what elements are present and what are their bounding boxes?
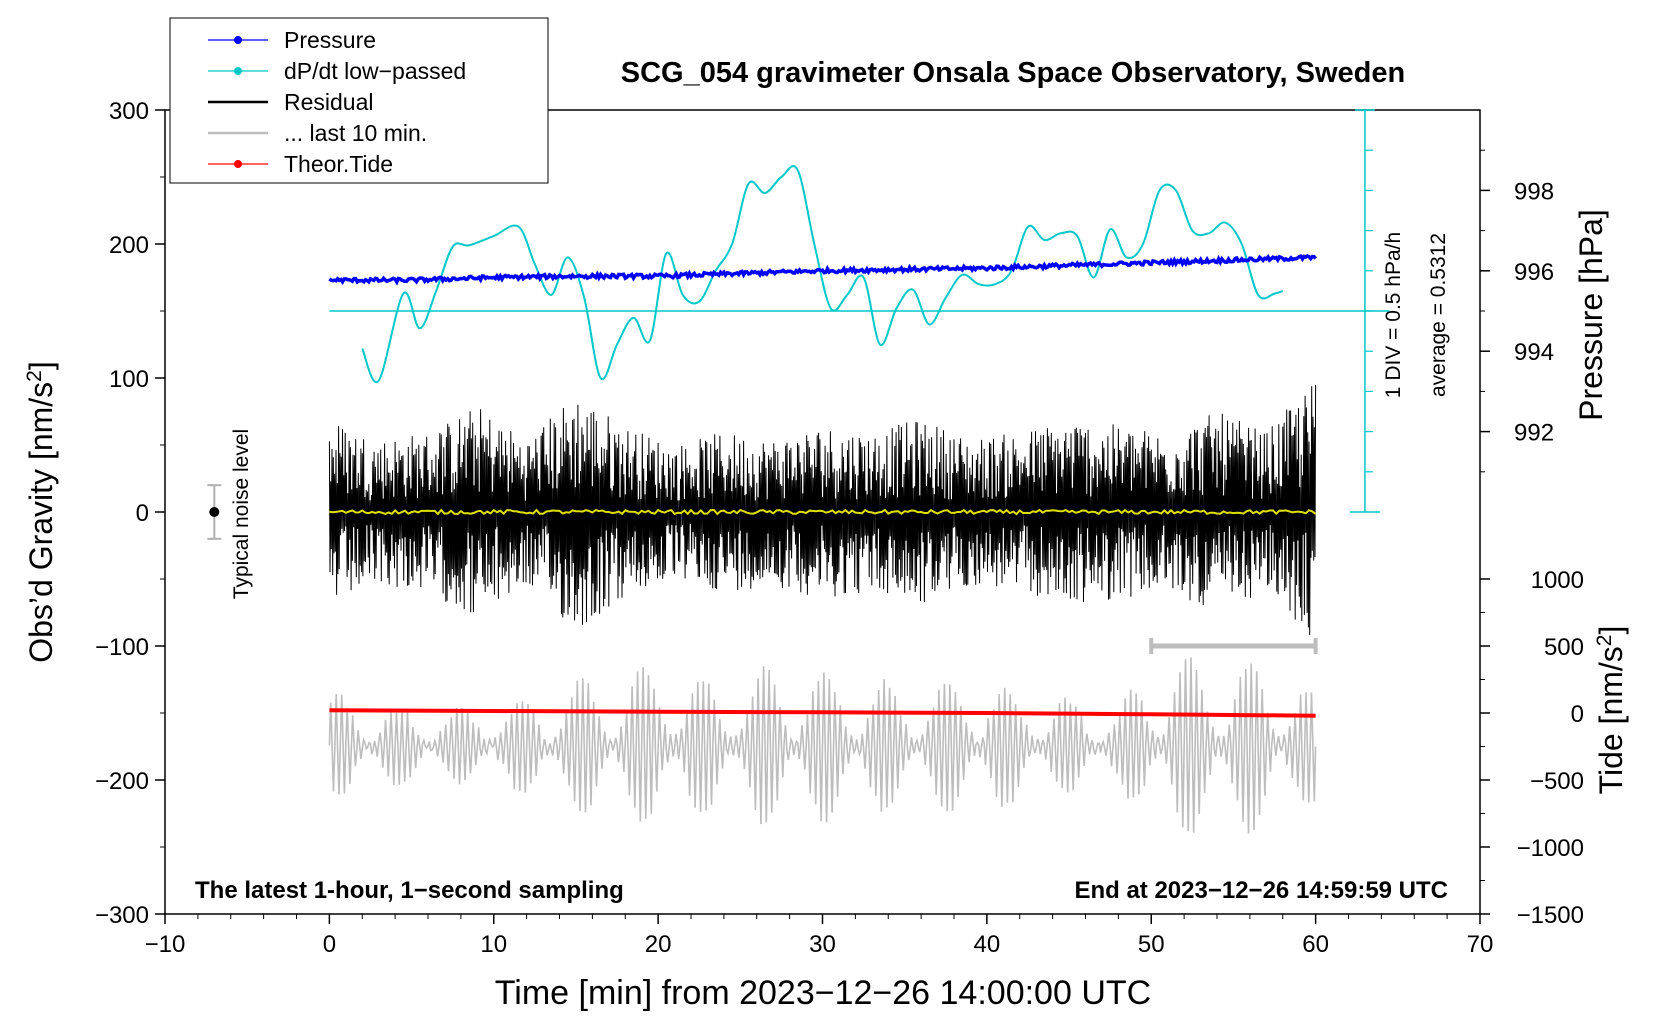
y-left-tick-label: −300 (95, 902, 149, 929)
y-axis-tide-title: Tide [nm/s2] (1593, 626, 1630, 795)
y-axis-left-title-sup: 2 (23, 370, 46, 382)
pressure-tick-label: 996 (1514, 259, 1554, 286)
legend-swatch-dot (234, 67, 242, 75)
y-left-tick-label: 300 (109, 98, 149, 125)
pressure-tick-label: 998 (1514, 178, 1554, 205)
noise-level-label: Typical noise level (230, 429, 253, 599)
dpdt-scale-average-label: average = 0.5312 (1427, 233, 1450, 397)
dpdt-scale-div-label: 1 DIV = 0.5 hPa/h (1382, 232, 1405, 398)
y-left-tick-label: 0 (136, 500, 149, 527)
y-axis-tide-title-tail: ] (1593, 626, 1629, 635)
y-axis-left-title-main: Obs’d Gravity [nm/s (23, 382, 59, 663)
x-tick-label: 60 (1302, 931, 1329, 958)
legend-box (169, 17, 549, 184)
legend-items: Pressure dP/dt low−passed Residual ... last… (208, 27, 466, 177)
x-tick-label: −10 (145, 931, 186, 958)
y-left-tick-label: 100 (109, 366, 149, 393)
legend: Pressure dP/dt low−passed Residual ... last… (169, 17, 549, 184)
series-layer (328, 165, 1317, 834)
x-axis-title: Time [min] from 2023−12−26 14:00:00 UTC (495, 974, 1151, 1012)
annotations-layer (207, 109, 1390, 654)
y-left-tick-label: −200 (95, 768, 149, 795)
y-left-tick-label: −100 (95, 634, 149, 661)
series-dpdt (361, 165, 1284, 384)
x-tick-label: 10 (480, 931, 507, 958)
series-pressure (328, 253, 1317, 286)
tide-tick-label: 500 (1544, 634, 1584, 661)
legend-swatch-dot (234, 160, 242, 168)
legend-label: Theor.Tide (284, 151, 393, 177)
series-last-10-min (328, 657, 1317, 834)
pressure-tick-label: 992 (1514, 420, 1554, 447)
x-tick-label: 50 (1138, 931, 1165, 958)
legend-label: dP/dt low−passed (284, 58, 466, 84)
y-axis-left-title: Obs’d Gravity [nm/s2] (23, 361, 60, 663)
series-residual-smoothed (329, 508, 1317, 516)
series-theor-tide (329, 708, 1316, 718)
legend-swatch-dot (234, 36, 242, 44)
noise-level-dot (209, 507, 220, 517)
y-axis-pressure-title: Pressure [hPa] (1573, 209, 1609, 421)
legend-label: Residual (284, 89, 374, 115)
footer-left-text: The latest 1-hour, 1−second sampling (195, 877, 624, 904)
x-tick-label: 0 (323, 931, 336, 958)
y-axis-tide-title-sup: 2 (1593, 635, 1616, 647)
y-left-tick-label: 200 (109, 232, 149, 259)
x-tick-label: 70 (1467, 931, 1494, 958)
tide-tick-label: −1000 (1517, 835, 1584, 862)
footer-right-text: End at 2023−12−26 14:59:59 UTC (1074, 877, 1448, 904)
axis-ticks-layer: −10 0 10 20 30 40 50 60 703002001000−100−200−300… (95, 98, 1584, 958)
tide-tick-label: −500 (1530, 768, 1584, 795)
x-tick-label: 30 (809, 931, 836, 958)
series-residual (328, 384, 1317, 635)
chart-title: SCG_054 gravimeter Onsala Space Observat… (621, 57, 1405, 89)
legend-label: Pressure (284, 27, 376, 53)
tide-tick-label: 1000 (1531, 567, 1584, 594)
tide-tick-label: −1500 (1517, 902, 1584, 929)
x-tick-label: 20 (645, 931, 672, 958)
tide-tick-label: 0 (1571, 701, 1584, 728)
legend-label: ... last 10 min. (284, 120, 427, 146)
y-axis-left-title-tail: ] (23, 361, 59, 370)
y-axis-tide-title-main: Tide [nm/s (1593, 646, 1629, 794)
x-tick-label: 40 (974, 931, 1001, 958)
pressure-tick-label: 994 (1514, 339, 1554, 366)
